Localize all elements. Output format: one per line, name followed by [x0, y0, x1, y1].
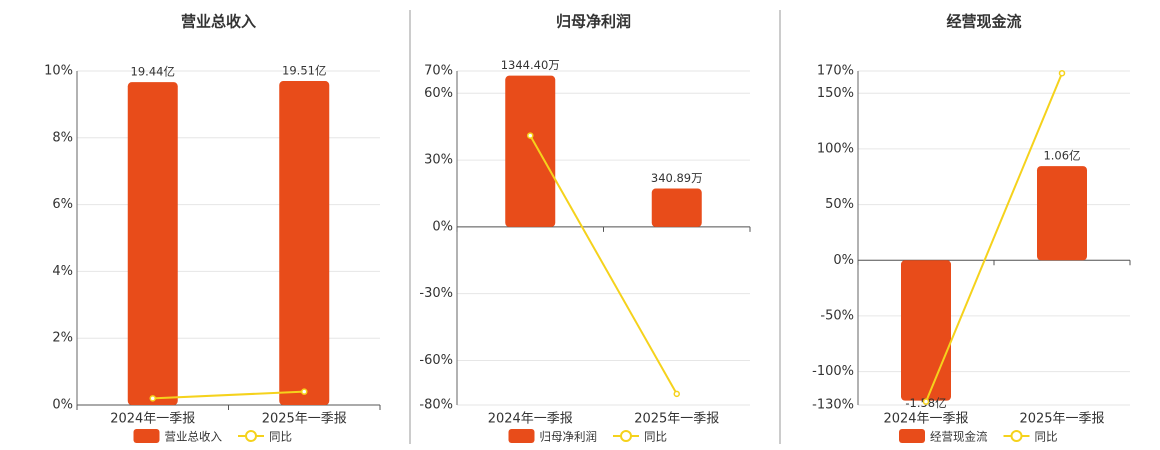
value-label: 19.44亿: [131, 65, 175, 79]
x-tick-label: 2025年一季报: [1019, 412, 1104, 427]
y-tick-label: -30%: [419, 286, 453, 301]
y-tick-label: -100%: [812, 364, 854, 379]
y-tick-label: 30%: [424, 153, 453, 168]
legend-label: 营业总收入: [165, 430, 223, 444]
chart-title: 营业总收入: [181, 13, 256, 31]
value-label: 19.51亿: [282, 64, 326, 78]
y-tick-label: -60%: [419, 353, 453, 368]
chart-title: 归母净利润: [556, 13, 631, 31]
line: [925, 72, 1063, 403]
line: [152, 390, 305, 400]
legend-swatch: [245, 430, 257, 442]
line-point: [1058, 69, 1066, 77]
legend-label: 经营现金流: [930, 430, 988, 444]
y-tick-label: 10%: [44, 64, 73, 79]
y-tick-label: -130%: [812, 398, 854, 413]
line-point: [673, 390, 680, 398]
value-label: 1.06亿: [1043, 149, 1080, 163]
y-tick-label: 100%: [817, 141, 854, 156]
legend-swatch: [620, 430, 632, 442]
value-label: 1344.40万: [501, 58, 560, 72]
legend-swatch: [508, 429, 535, 443]
y-tick-label: 8%: [52, 130, 73, 145]
legend-swatch: [1010, 430, 1023, 442]
x-tick-label: 2024年一季报: [488, 412, 573, 427]
line-point: [149, 395, 156, 402]
x-tick-label: 2024年一季报: [110, 412, 195, 427]
x-tick-label: 2025年一季报: [262, 412, 347, 427]
y-tick-label: -50%: [820, 308, 854, 323]
x-tick-label: 2025年一季报: [634, 412, 719, 427]
legend-label: 同比: [644, 430, 667, 444]
x-tick-label: 2024年一季报: [883, 412, 968, 427]
legend-label: 同比: [269, 430, 292, 444]
legend-label: 同比: [1035, 430, 1058, 444]
bar: [901, 260, 951, 401]
value-label: 340.89万: [651, 171, 703, 185]
y-tick-label: 2%: [52, 331, 73, 346]
y-tick-label: 50%: [825, 197, 854, 212]
bar: [651, 188, 702, 227]
y-tick-label: 4%: [52, 264, 73, 279]
legend-swatch: [899, 429, 925, 443]
chart-title: 经营现金流: [946, 13, 1021, 31]
line: [529, 135, 678, 395]
y-tick-label: 6%: [52, 197, 73, 212]
y-tick-label: 0%: [52, 398, 73, 413]
line-point: [527, 132, 534, 139]
bar: [1037, 166, 1087, 261]
y-tick-label: 170%: [817, 64, 854, 79]
y-tick-label: -80%: [419, 398, 453, 413]
y-tick-label: 70%: [424, 64, 453, 79]
legend-label: 归母净利润: [540, 430, 598, 444]
y-tick-label: 0%: [432, 219, 453, 234]
bar: [505, 75, 556, 227]
bar: [279, 81, 330, 406]
y-tick-label: 150%: [817, 86, 854, 101]
y-tick-label: 60%: [424, 86, 453, 101]
bar: [127, 82, 178, 406]
line-point: [922, 398, 930, 405]
line-point: [301, 388, 308, 395]
y-tick-label: 0%: [833, 253, 854, 268]
legend-swatch: [133, 429, 160, 443]
